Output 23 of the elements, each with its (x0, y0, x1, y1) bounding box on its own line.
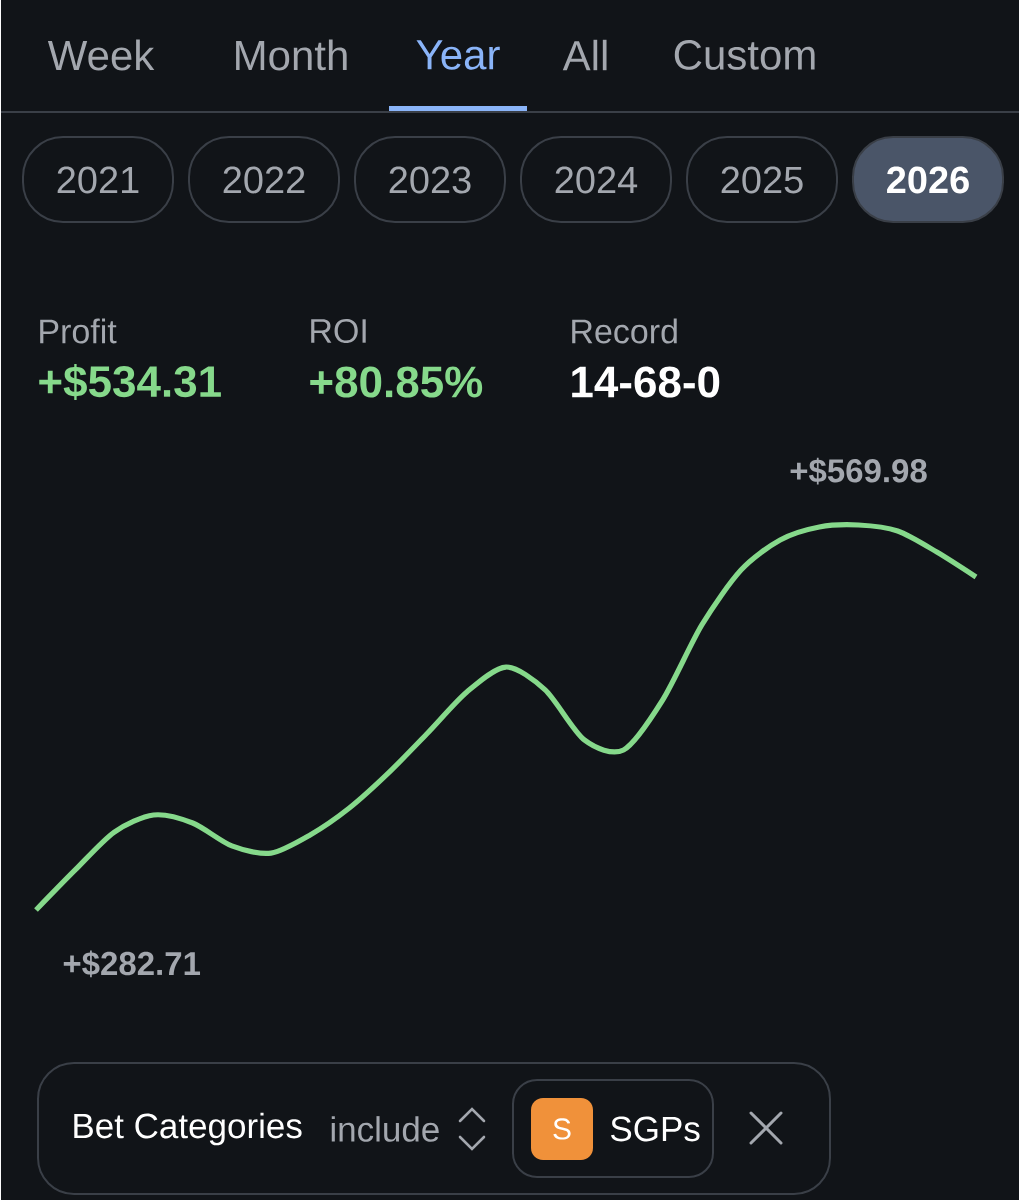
text: 2023 (389, 166, 471, 194)
data-label: +$569.98 (790, 457, 927, 485)
text: SGPs (611, 1116, 700, 1142)
text: 2024 (555, 166, 638, 194)
text: Record (572, 318, 677, 344)
text: +$534.31 (39, 364, 221, 400)
text: Week (47, 39, 155, 71)
text: All (562, 39, 607, 71)
text: 2026 (887, 166, 969, 194)
text: Profit (40, 318, 117, 344)
text: 14-68-0 (572, 366, 720, 398)
data-label: +$282.71 (63, 950, 201, 978)
text: 2021 (57, 166, 139, 194)
text: Month (236, 39, 347, 71)
text: ROI (311, 318, 366, 344)
text: 2022 (223, 166, 305, 194)
text: Bet Categories (74, 1112, 302, 1146)
text: Custom (674, 40, 815, 70)
text: 2025 (721, 166, 803, 194)
text: +80.85% (310, 366, 483, 398)
text: Year (416, 40, 500, 70)
text: S (553, 1118, 571, 1140)
text: include (331, 1116, 439, 1142)
